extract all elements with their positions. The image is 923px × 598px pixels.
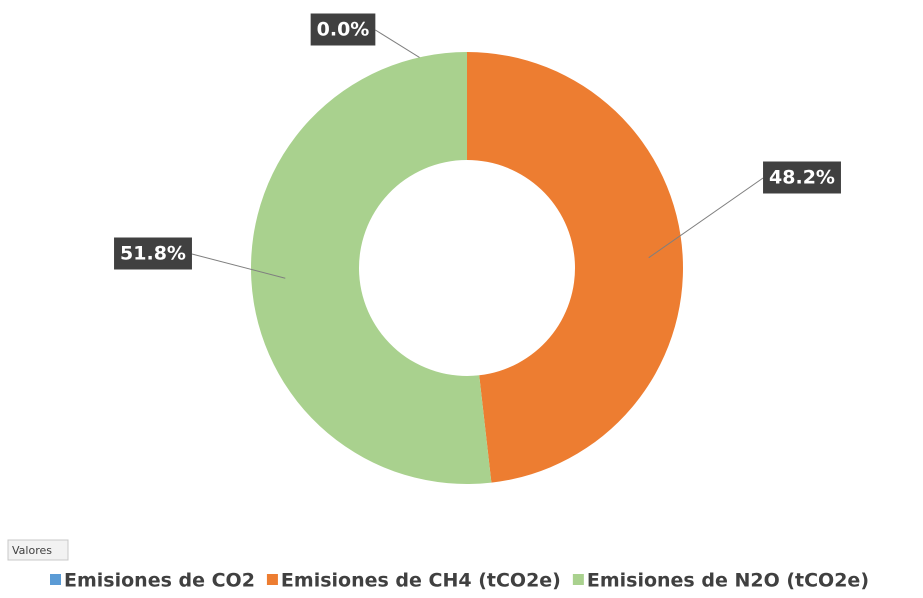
donut-segment — [467, 52, 683, 483]
data-label: 0.0% — [317, 19, 370, 41]
field-button[interactable]: Valores — [12, 544, 52, 557]
data-label-box — [763, 161, 841, 194]
legend-swatch — [572, 574, 584, 585]
legend-label: Emisiones de CO2 — [64, 570, 255, 592]
donut-segment — [251, 52, 492, 484]
leader-line — [191, 253, 286, 279]
data-label-box — [114, 237, 192, 270]
legend-swatch — [50, 574, 61, 585]
field-button-box[interactable] — [7, 539, 69, 561]
data-label: 51.8% — [120, 243, 186, 265]
legend-label: Emisiones de N2O (tCO2e) — [587, 570, 869, 592]
legend-swatch — [266, 574, 278, 585]
data-label: 48.2% — [769, 167, 835, 189]
legend-label: Emisiones de CH4 (tCO2e) — [281, 570, 561, 592]
data-label-box — [310, 13, 376, 46]
leader-line — [648, 177, 764, 259]
